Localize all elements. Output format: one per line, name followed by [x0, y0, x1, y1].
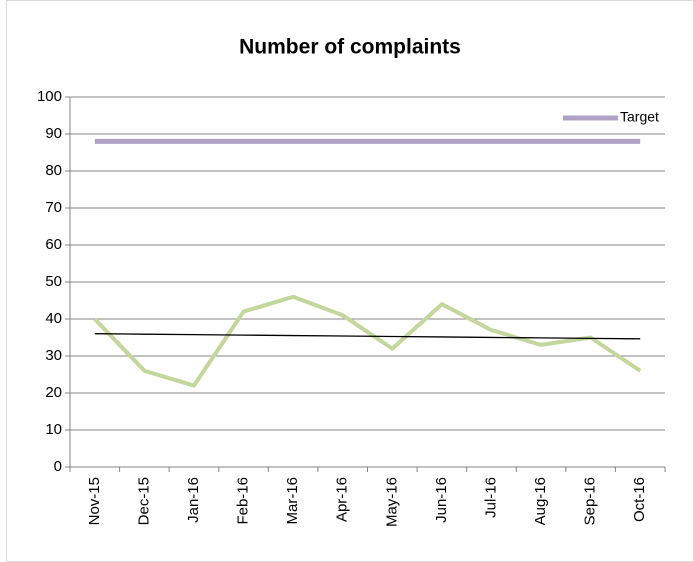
x-tick-label: May-16: [383, 477, 400, 527]
y-tick-label: 70: [45, 199, 62, 216]
y-tick-label: 50: [45, 273, 62, 290]
series-line: [93, 294, 642, 388]
x-tick-label: Jul-16: [482, 477, 499, 518]
y-tick-label: 60: [45, 236, 62, 253]
y-tick-label: 0: [54, 458, 62, 475]
y-tick-label: 90: [45, 125, 62, 142]
y-tick-label: 30: [45, 347, 62, 364]
series-line: [94, 333, 641, 340]
y-tick-label: 100: [37, 88, 62, 105]
x-tick-label: Feb-16: [235, 477, 252, 525]
x-tick-label: Aug-16: [532, 477, 549, 525]
x-tick-label: Dec-15: [135, 477, 152, 525]
chart-title: Number of complaints: [239, 36, 461, 59]
x-tick-label: Nov-15: [86, 477, 103, 525]
x-tick-label: Oct-16: [631, 477, 648, 522]
chart-border: [6, 0, 694, 562]
y-tick-label: 80: [45, 162, 62, 179]
x-tick-label: Jan-16: [185, 477, 202, 523]
y-tick-label: 20: [45, 384, 62, 401]
x-tick-label: Sep-16: [582, 477, 599, 525]
y-tick-label: 40: [45, 310, 62, 327]
x-tick-label: Apr-16: [334, 477, 351, 522]
x-tick-label: Mar-16: [284, 477, 301, 525]
legend-label: Target: [620, 109, 659, 125]
x-tick-label: Jun-16: [433, 477, 450, 523]
y-tick-label: 10: [45, 421, 62, 438]
